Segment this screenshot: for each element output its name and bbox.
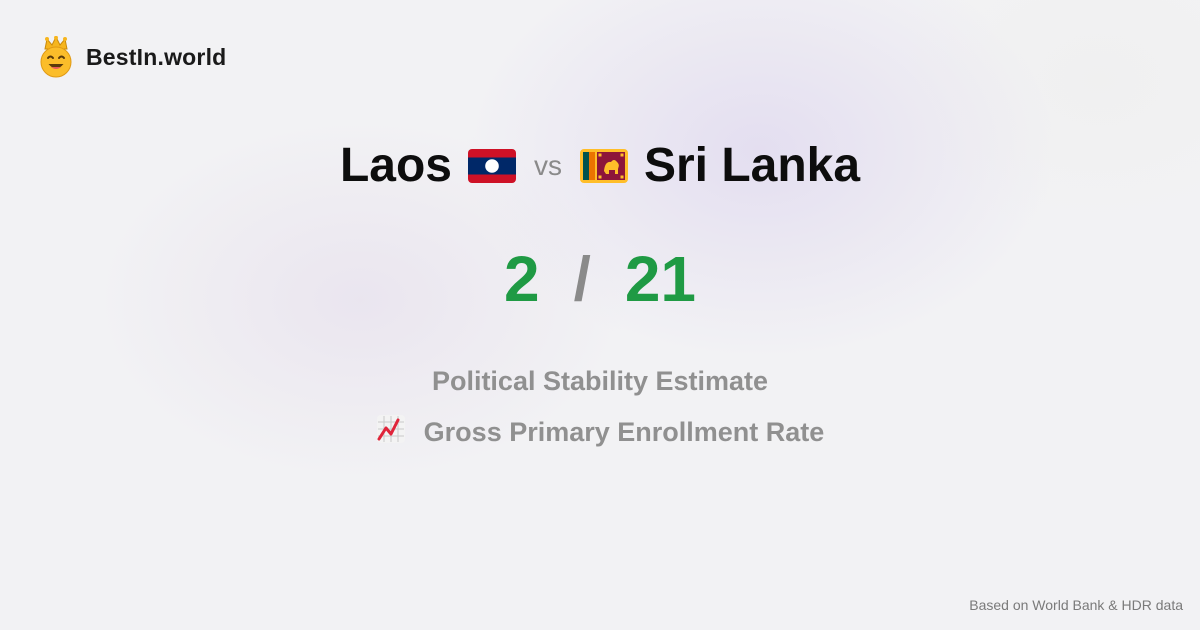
smiling-crown-face-icon <box>38 36 74 78</box>
vs-label: vs <box>533 149 562 181</box>
brand-name: BestIn.world <box>86 43 227 70</box>
brand[interactable]: BestIn.world <box>38 36 226 78</box>
sri-lanka-flag-icon <box>579 148 628 183</box>
metric-label: Political Stability Estimate <box>431 366 769 396</box>
right-score: 21 <box>624 243 696 315</box>
right-country-name: Sri Lanka <box>643 139 861 192</box>
metric-item: Gross Primary Enrollment Rate <box>0 414 1200 451</box>
score-separator: / <box>573 244 591 314</box>
left-country-name: Laos <box>339 139 452 192</box>
scores: 2 / 21 <box>0 242 1200 316</box>
comparison-title: Laos vs Sri Lanka <box>0 138 1200 193</box>
laos-flag-icon <box>467 148 516 183</box>
metric-label: Gross Primary Enrollment Rate <box>423 417 825 447</box>
chart-decreasing-icon <box>376 414 406 451</box>
data-source-note: Based on World Bank & HDR data <box>969 597 1183 613</box>
metric-item: Political Stability Estimate <box>0 366 1200 397</box>
left-score: 2 <box>503 243 540 315</box>
